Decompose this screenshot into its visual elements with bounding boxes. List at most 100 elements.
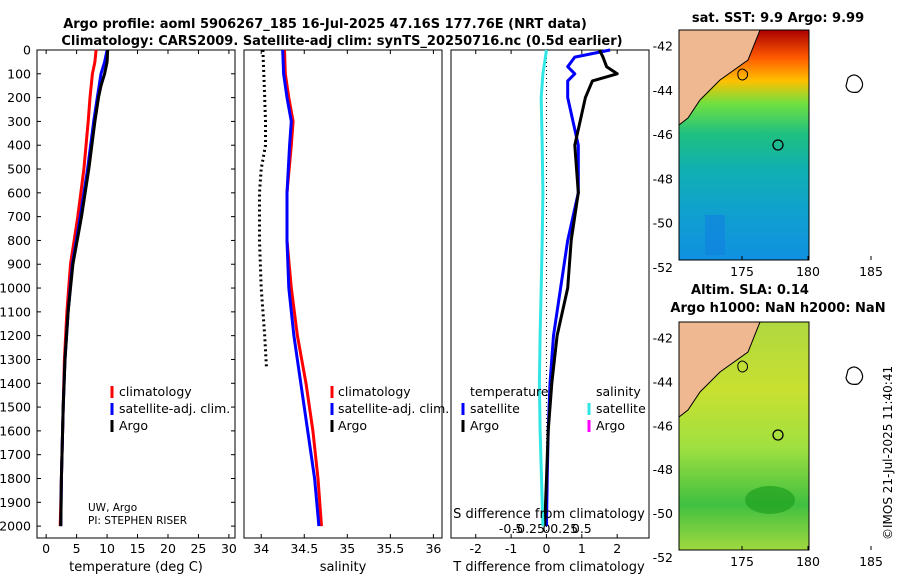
ytick-label: 1500: [0, 400, 31, 415]
xtick-top-label: -0.5: [499, 521, 523, 536]
legend3-salinity-head: salinity: [596, 384, 641, 399]
ytick-label: 1200: [0, 328, 31, 343]
xtick-label: 34: [253, 541, 269, 556]
ytick-label: 600: [7, 185, 31, 200]
ytick-label: 700: [7, 209, 31, 224]
salinity-legend: climatology satellite-adj. clim. Argo: [330, 384, 449, 433]
temperature-axes-frame: [36, 49, 236, 539]
xtick-top-label: 0: [542, 521, 550, 536]
ytick-label: 300: [7, 114, 31, 129]
xtick-label: 1: [578, 541, 586, 556]
map-lat-label: -50: [653, 216, 673, 231]
sst-cold-patch: [705, 215, 725, 255]
temperature-xlabel: temperature (deg C): [69, 560, 203, 575]
ytick-label: 0: [23, 43, 31, 58]
xtick-label: -2: [470, 541, 482, 556]
legend2-climatology-label: climatology: [338, 384, 411, 399]
legend3-temperature-head: temperature: [470, 384, 549, 399]
difference-axes-frame: [450, 49, 650, 539]
map-lat-label: -50: [653, 506, 673, 521]
map-lat-label: -48: [653, 171, 673, 186]
sst-island: [737, 68, 748, 81]
map-lat-label: -52: [653, 260, 673, 275]
difference-legend: temperature satellite Argo salinity sate…: [461, 384, 646, 433]
xtick-label: 35.5: [376, 541, 404, 556]
map-lat-label: -48: [653, 462, 673, 477]
xtick-label: 20: [160, 541, 176, 556]
xtick-top-label: 0.25: [550, 521, 578, 536]
xtick-label: 25: [190, 541, 206, 556]
sst-map-title: sat. SST: 9.9 Argo: 9.99: [692, 11, 864, 26]
imos-watermark: ©IMOS 21-Jul-2025 11:40:41: [881, 366, 895, 540]
map-lat-label: -44: [653, 374, 673, 389]
legend3-s-argo-label: Argo: [596, 418, 625, 433]
map-lat-label: -42: [653, 331, 673, 346]
ytick-label: 400: [7, 138, 31, 153]
map-lat-label: -46: [653, 127, 673, 142]
legend3-t-argo-label: Argo: [470, 418, 499, 433]
map-lon-label: 175: [730, 264, 754, 279]
sla-title-line2: Argo h1000: NaN h2000: NaN: [670, 301, 885, 316]
ytick-label: 1800: [0, 471, 31, 486]
xtick-label: 2: [613, 541, 621, 556]
ytick-label: 1900: [0, 495, 31, 510]
salinity-xlabel: salinity: [320, 560, 367, 575]
map-lon-label: 175: [730, 554, 754, 569]
legend2-argo-label: Argo: [338, 418, 367, 433]
map-lat-label: -46: [653, 418, 673, 433]
ytick-label: 1600: [0, 423, 31, 438]
xtick-label: -1: [505, 541, 517, 556]
xtick-label: 15: [130, 541, 146, 556]
ytick-label: 800: [7, 233, 31, 248]
sla-map-frame: [678, 321, 810, 551]
temperature-panel: 0100200300400500600700800900100011001200…: [0, 43, 649, 575]
title-line2: Climatology: CARS2009. Satellite-adj cli…: [61, 34, 622, 49]
sst-land-coast: [679, 30, 761, 126]
sla-land-coast: [679, 322, 761, 418]
ytick-label: 1300: [0, 352, 31, 367]
xtick-top-label: -0.25: [513, 521, 545, 536]
legend3-s-satellite-label: satellite: [596, 401, 646, 416]
legend2-satellite-label: satellite-adj. clim.: [338, 401, 449, 416]
xtick-label: 30: [221, 541, 237, 556]
xtick-label: 10: [99, 541, 115, 556]
ytick-label: 2000: [0, 519, 31, 534]
ytick-label: 900: [7, 257, 31, 272]
map-lat-label: -42: [653, 39, 673, 54]
legend-argo-label: Argo: [119, 418, 148, 433]
xtick-label: 36: [425, 541, 441, 556]
xtick-label: 5: [73, 541, 81, 556]
ytick-label: 500: [7, 162, 31, 177]
series-line: [59, 49, 110, 527]
xtick-label: 35: [339, 541, 355, 556]
map-lon-label: 185: [859, 554, 883, 569]
salinity-panel: 34 34.5 35 35.5 36 salinity climatology sate…: [243, 49, 449, 575]
map-lat-label: -44: [653, 83, 673, 98]
map-lon-label: 180: [796, 264, 820, 279]
map-lon-label: 180: [796, 554, 820, 569]
series-line: [281, 49, 321, 527]
difference-panel: -2 -1 0 1 2-0.5-0.250 0.250.5 T difference fr…: [450, 48, 650, 575]
sla-chatham-island: [845, 366, 864, 385]
title-line1: Argo profile: aoml 5906267_185 16-Jul-20…: [63, 17, 587, 32]
xtick-label: 0: [42, 541, 50, 556]
xtick-label: 0: [542, 541, 550, 556]
credit-org: UW, Argo: [88, 502, 137, 514]
series-line: [543, 49, 619, 527]
ytick-label: 1400: [0, 376, 31, 391]
map-lon-label: 185: [859, 264, 883, 279]
ytick-label: 1700: [0, 447, 31, 462]
sst-map-frame: [678, 29, 810, 261]
sla-title-line1: Altim. SLA: 0.14: [691, 283, 809, 298]
sst-argo-marker: [772, 139, 784, 151]
sla-island: [737, 360, 748, 373]
legend-climatology-label: climatology: [119, 384, 192, 399]
map-lat-label: -52: [653, 550, 673, 565]
series-line: [537, 49, 548, 527]
xtick-top-label: 0.5: [572, 521, 592, 536]
sst-map: sat. SST: 9.9 Argo: 9.99: [653, 11, 883, 279]
xtick-label: 34.5: [290, 541, 318, 556]
sst-chatham-island: [845, 74, 864, 93]
sla-argo-marker: [772, 429, 784, 441]
